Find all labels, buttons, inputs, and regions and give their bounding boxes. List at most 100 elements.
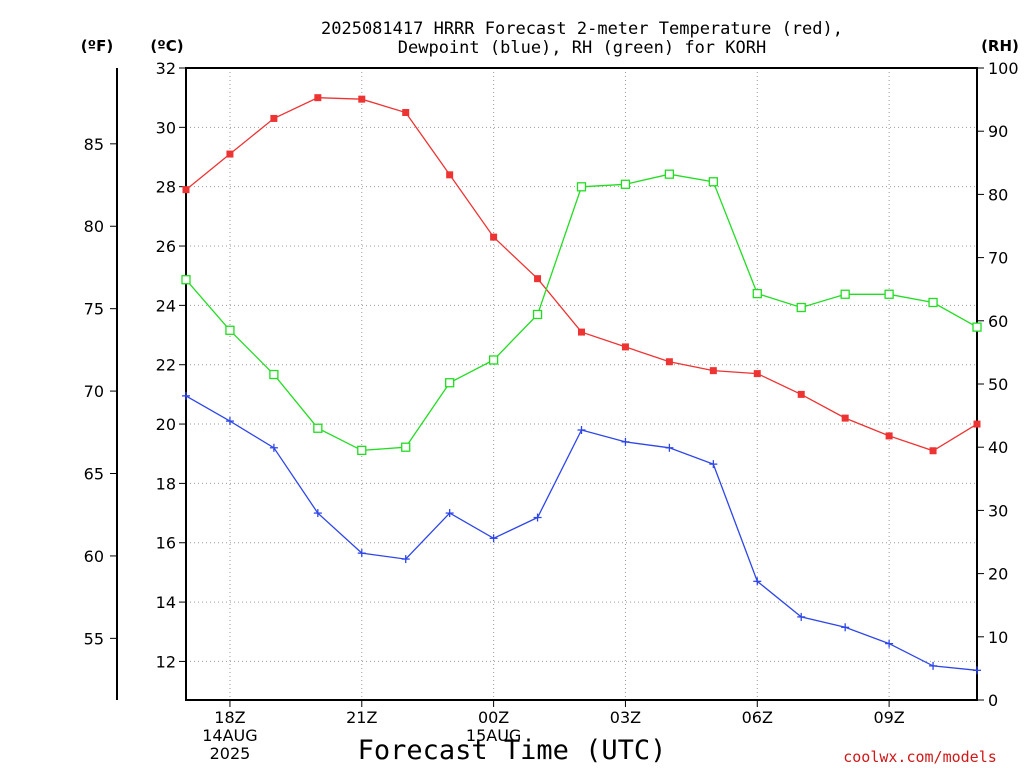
rh-point: [928, 297, 938, 308]
dewpoint-point: [357, 549, 366, 558]
rh-line: [185, 173, 978, 452]
temperature-point: [578, 328, 585, 336]
temperature-series: [182, 94, 981, 455]
rh-point: [840, 289, 850, 299]
rh-point: [752, 288, 762, 299]
fahrenheit-tick-label: 75: [84, 300, 104, 319]
rh-point: [313, 423, 323, 433]
temperature-point: [534, 275, 542, 283]
temperature-point: [270, 114, 278, 122]
x-tick-label: 2025: [210, 744, 251, 763]
celsius-unit-label: (ºC): [150, 37, 183, 55]
fahrenheit-tick-label: 85: [84, 135, 104, 154]
plot-frame: [185, 67, 978, 701]
fahrenheit-tick-label: 55: [84, 629, 104, 648]
celsius-tick-label: 28: [156, 178, 176, 197]
rh-point: [884, 289, 894, 299]
dewpoint-point: [225, 417, 234, 426]
dewpoint-point: [973, 666, 981, 675]
x-tick-label: 14AUG: [202, 726, 257, 745]
rh-point: [401, 442, 411, 452]
dewpoint-point: [621, 437, 630, 446]
dewpoint-point: [489, 534, 498, 543]
rh-point: [225, 325, 235, 335]
dewpoint-point: [445, 509, 454, 518]
dewpoint-line: [185, 395, 978, 671]
temperature-point: [709, 367, 717, 375]
rh-tick-label: 50: [988, 375, 1008, 394]
temperature-point: [885, 432, 893, 440]
temperature-point: [797, 390, 805, 398]
temperature-point: [841, 414, 849, 422]
gridlines: [186, 67, 977, 700]
fahrenheit-tick-label: 70: [84, 382, 104, 401]
temperature-point: [753, 370, 761, 378]
x-tick-label: 06Z: [742, 708, 773, 727]
dewpoint-point: [753, 577, 762, 586]
rh-tick-label: 0: [988, 691, 998, 710]
rh-point: [445, 378, 455, 388]
rh-tick-label: 90: [988, 122, 1008, 141]
celsius-tick-label: 30: [156, 118, 176, 137]
rh-tick-label: 60: [988, 312, 1008, 331]
dewpoint-point: [577, 425, 586, 434]
rh-tick-label: 20: [988, 565, 1008, 584]
title-line-2: Dewpoint (blue), RH (green) for KORH: [398, 38, 766, 58]
dewpoint-point: [885, 639, 894, 648]
dewpoint-series: [182, 391, 981, 675]
rh-point: [488, 355, 499, 365]
dewpoint-point: [269, 443, 278, 452]
celsius-tick-label: 18: [156, 474, 176, 493]
celsius-tick-label: 32: [156, 59, 176, 78]
rh-tick-label: 40: [988, 438, 1008, 457]
x-tick-label: 18Z: [214, 708, 245, 727]
x-tick-label: 15AUG: [466, 726, 521, 745]
rh-tick-label: 30: [988, 501, 1008, 520]
temperature-point: [490, 233, 498, 241]
rh-tick-label: 100: [988, 59, 1019, 78]
temperature-point: [665, 358, 673, 366]
dewpoint-point: [929, 661, 938, 670]
rh-tick-label: 80: [988, 185, 1008, 204]
fahrenheit-unit-label: (ºF): [81, 37, 113, 55]
celsius-tick-label: 12: [156, 652, 176, 671]
x-tick-label: 03Z: [610, 708, 641, 727]
dewpoint-point: [841, 623, 850, 632]
axes: 12 14 16 18 20 22 24 26 28 30 32 55 60 65 70 75 80 85 0 10 2…: [84, 59, 1019, 763]
dewpoint-point: [182, 391, 190, 400]
rh-point: [972, 322, 982, 332]
celsius-tick-label: 24: [156, 296, 176, 315]
celsius-tick-label: 22: [156, 356, 176, 375]
celsius-tick-label: 16: [156, 534, 176, 553]
x-tick-label: 09Z: [873, 708, 904, 727]
dewpoint-point: [709, 460, 718, 469]
temperature-point: [929, 447, 937, 455]
temperature-point: [446, 171, 454, 179]
rh-point: [796, 302, 806, 313]
rh-series: [181, 169, 982, 456]
rh-point: [664, 169, 675, 179]
rh-unit-label: (RH): [981, 37, 1019, 55]
chart-title: 2025081417 HRRR Forecast 2-meter Tempera…: [321, 19, 843, 58]
temperature-point: [182, 186, 190, 194]
rh-point: [532, 309, 543, 320]
x-tick-label: 21Z: [346, 708, 377, 727]
celsius-tick-label: 14: [156, 593, 176, 612]
fahrenheit-tick-label: 80: [84, 217, 104, 236]
temperature-point: [402, 109, 410, 117]
celsius-tick-label: 26: [156, 237, 176, 256]
title-line-1: 2025081417 HRRR Forecast 2-meter Tempera…: [321, 19, 843, 39]
fahrenheit-tick-label: 65: [84, 465, 104, 484]
rh-tick-label: 70: [988, 249, 1008, 268]
temperature-point: [226, 150, 234, 158]
rh-point: [576, 182, 587, 192]
dewpoint-point: [665, 443, 674, 452]
dewpoint-point: [401, 555, 410, 564]
dewpoint-point: [313, 509, 322, 518]
temperature-point: [314, 94, 322, 102]
dewpoint-point: [797, 612, 806, 621]
temperature-point: [621, 343, 629, 351]
fahrenheit-tick-label: 60: [84, 547, 104, 566]
temperature-point: [973, 420, 981, 428]
